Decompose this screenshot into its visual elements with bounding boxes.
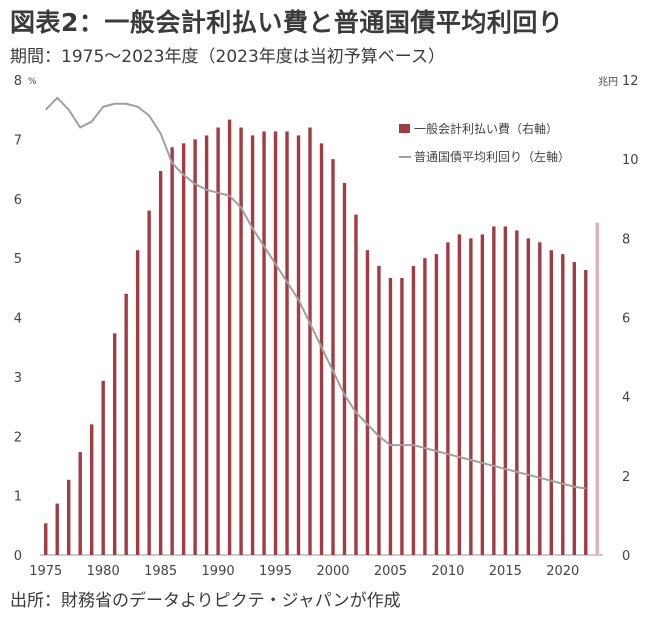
right-tick-8: 8 bbox=[622, 232, 630, 247]
bar-2009 bbox=[434, 254, 439, 556]
bar-2012 bbox=[469, 238, 473, 555]
x-tick-1990: 1990 bbox=[202, 564, 235, 579]
bar-1977 bbox=[67, 479, 71, 555]
bar-1980 bbox=[101, 380, 105, 555]
bar-1995 bbox=[273, 131, 278, 555]
tick-labels: 1975 1980 1985 1990 1995 2000 2005 2010 2015 2020… bbox=[14, 74, 639, 579]
left-tick-2: 2 bbox=[14, 430, 22, 445]
legend-bar-swatch bbox=[399, 124, 410, 133]
right-axis-unit: 兆円 bbox=[598, 76, 618, 88]
right-tick-12: 12 bbox=[622, 74, 639, 89]
bar-1992 bbox=[239, 127, 243, 555]
x-tick-1975: 1975 bbox=[29, 564, 62, 579]
bar-1993 bbox=[250, 135, 255, 556]
chart-subtitle: 期間：1975～2023年度（2023年度は当初予算ベース） bbox=[10, 47, 445, 67]
bar-1983 bbox=[135, 250, 140, 555]
x-tick-1985: 1985 bbox=[144, 564, 177, 579]
bar-2005 bbox=[388, 277, 393, 555]
legend-bar-label: 一般会計利払い費（右軸） bbox=[414, 121, 558, 136]
bar-1978 bbox=[78, 452, 82, 555]
bar-1975 bbox=[44, 523, 48, 555]
right-tick-4: 4 bbox=[622, 391, 630, 406]
bar-1986 bbox=[170, 147, 174, 556]
left-tick-7: 7 bbox=[14, 133, 22, 148]
bar-1982 bbox=[124, 293, 128, 555]
bar-1976 bbox=[55, 503, 59, 555]
bar-2004 bbox=[377, 266, 381, 555]
right-tick-2: 2 bbox=[622, 470, 630, 485]
bar-1998 bbox=[308, 127, 312, 555]
yield-line bbox=[45, 96, 586, 490]
left-tick-4: 4 bbox=[14, 312, 22, 327]
x-tick-1980: 1980 bbox=[87, 564, 120, 579]
bar-2021 bbox=[572, 262, 576, 555]
bar-series bbox=[44, 119, 599, 556]
bar-2018 bbox=[538, 242, 542, 556]
bar-2007 bbox=[411, 266, 416, 555]
bar-1985 bbox=[158, 171, 163, 556]
right-tick-6: 6 bbox=[622, 312, 630, 327]
left-tick-6: 6 bbox=[14, 193, 22, 208]
x-tick-2010: 2010 bbox=[431, 564, 464, 579]
bar-2019 bbox=[549, 250, 553, 555]
bar-2014 bbox=[492, 226, 496, 555]
legend: 一般会計利払い費（右軸） 普通国債平均利回り（左軸） bbox=[399, 121, 570, 164]
left-axis-unit: % bbox=[28, 77, 37, 87]
x-tick-2000: 2000 bbox=[316, 564, 349, 579]
right-tick-10: 10 bbox=[622, 153, 639, 168]
left-tick-5: 5 bbox=[14, 252, 22, 267]
source-note: 出所：財務省のデータよりピクテ・ジャパンが作成 bbox=[10, 591, 401, 611]
bar-2006 bbox=[400, 277, 404, 555]
right-tick-0: 0 bbox=[622, 549, 630, 564]
left-tick-0: 0 bbox=[14, 549, 22, 564]
bar-1979 bbox=[90, 424, 94, 556]
bar-1994 bbox=[262, 131, 266, 555]
bar-2010 bbox=[446, 242, 450, 556]
bar-1988 bbox=[193, 139, 197, 556]
bar-2013 bbox=[480, 234, 485, 555]
bar-2022 bbox=[584, 270, 588, 555]
bar-2001 bbox=[342, 182, 347, 556]
chart-title: 図表2：一般会計利払い費と普通国債平均利回り bbox=[10, 8, 564, 37]
bar-1989 bbox=[204, 135, 209, 556]
left-tick-1: 1 bbox=[14, 490, 22, 505]
bar-1997 bbox=[296, 135, 301, 556]
bar-1991 bbox=[227, 119, 232, 555]
bar-2008 bbox=[423, 258, 427, 556]
bar-1981 bbox=[112, 333, 117, 555]
bar-2003 bbox=[365, 250, 370, 555]
x-tick-2015: 2015 bbox=[489, 564, 522, 579]
x-tick-2005: 2005 bbox=[374, 564, 407, 579]
legend-line-label: 普通国債平均利回り（左軸） bbox=[414, 149, 570, 164]
left-tick-8: 8 bbox=[14, 74, 22, 89]
x-tick-1995: 1995 bbox=[259, 564, 292, 579]
bar-2000 bbox=[331, 159, 335, 556]
bar-2016 bbox=[515, 230, 519, 556]
bar-1996 bbox=[285, 131, 289, 555]
bar-1984 bbox=[147, 210, 151, 556]
bar-2002 bbox=[354, 214, 358, 555]
bar-2015 bbox=[503, 226, 508, 555]
bar-1987 bbox=[181, 143, 186, 555]
bar-1990 bbox=[216, 127, 220, 555]
x-tick-2020: 2020 bbox=[546, 564, 579, 579]
bar-2023 bbox=[595, 222, 599, 555]
left-tick-3: 3 bbox=[14, 371, 22, 386]
line-series bbox=[45, 96, 586, 490]
bar-2011 bbox=[457, 234, 462, 555]
bar-2020 bbox=[561, 254, 565, 556]
bar-2017 bbox=[526, 238, 531, 555]
